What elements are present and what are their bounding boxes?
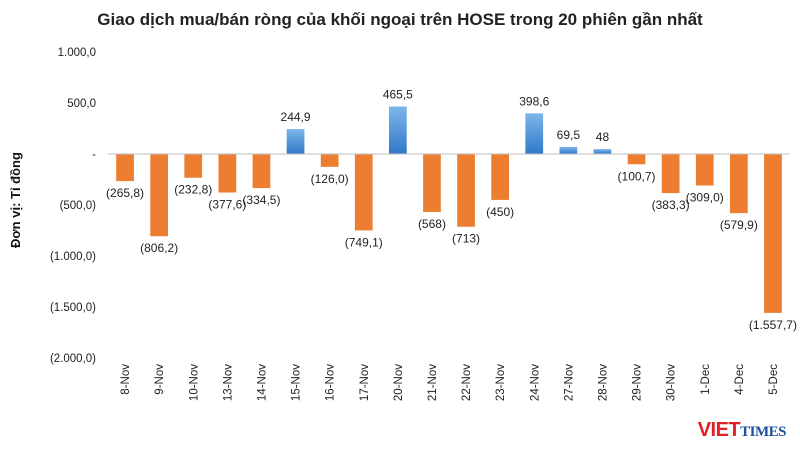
bar-22-Nov	[457, 154, 475, 227]
bar-9-Nov	[150, 154, 169, 237]
x-tick-label: 1-Dec	[700, 364, 712, 395]
data-label: (100,7)	[618, 169, 656, 183]
data-label: (377,6)	[208, 198, 246, 212]
x-tick-label: 15-Nov	[291, 364, 303, 401]
bar-17-Nov	[354, 154, 373, 231]
y-tick-label: (2.000,0)	[50, 353, 96, 365]
data-label: 244,9	[281, 110, 311, 124]
y-tick-label: 500,0	[67, 98, 96, 110]
bar-23-Nov	[491, 154, 510, 200]
bar-15-Nov	[286, 129, 305, 154]
data-label: (309,0)	[686, 191, 724, 205]
bar-24-Nov	[525, 113, 544, 154]
bar-10-Nov	[184, 154, 203, 178]
data-label: (749,1)	[345, 235, 383, 249]
data-label: 48	[596, 130, 610, 144]
bar-4-Dec	[729, 154, 748, 214]
x-tick-label: 14-Nov	[256, 364, 268, 401]
x-tick-label: 4-Dec	[734, 364, 746, 395]
data-label: (579,9)	[720, 218, 758, 232]
viettimes-logo: VIETTIMES	[697, 419, 787, 442]
x-tick-label: 8-Nov	[120, 364, 132, 395]
bar-8-Nov	[116, 154, 134, 182]
chart-title: Giao dịch mua/bán ròng của khối ngoại tr…	[97, 10, 703, 29]
x-tick-label: 29-Nov	[632, 364, 644, 401]
data-label: (232,8)	[174, 183, 212, 197]
data-label: (450)	[486, 205, 514, 219]
x-tick-label: 21-Nov	[427, 364, 439, 401]
y-tick-label: (1.000,0)	[50, 251, 96, 263]
x-tick-label: 5-Dec	[768, 364, 780, 395]
x-tick-label: 9-Nov	[154, 364, 166, 395]
x-tick-label: 30-Nov	[666, 364, 678, 401]
data-label: (126,0)	[311, 172, 349, 186]
x-tick-label: 20-Nov	[393, 364, 405, 401]
x-tick-label: 17-Nov	[359, 364, 371, 401]
data-label: (713)	[452, 232, 480, 246]
bar-30-Nov	[661, 154, 680, 194]
data-label: 398,6	[519, 94, 549, 108]
x-tick-label: 28-Nov	[597, 364, 609, 401]
data-label: (265,8)	[106, 186, 144, 200]
bar-20-Nov	[388, 106, 407, 154]
y-tick-label: 1.000,0	[58, 47, 96, 59]
bar-1-Dec	[695, 154, 714, 186]
bar-13-Nov	[218, 154, 237, 193]
y-tick-label: (1.500,0)	[50, 302, 96, 314]
y-tick-label: (500,0)	[60, 200, 97, 212]
data-label: (1.557,7)	[749, 318, 797, 332]
x-tick-label: 10-Nov	[188, 364, 200, 401]
data-label: 69,5	[557, 128, 581, 142]
data-label: (806,2)	[140, 241, 178, 255]
data-label: 465,5	[383, 88, 413, 102]
bar-5-Dec	[764, 154, 782, 313]
logo-part1: VIET	[697, 419, 741, 441]
x-tick-label: 24-Nov	[529, 364, 541, 401]
x-tick-label: 27-Nov	[563, 364, 575, 401]
x-tick-label: 22-Nov	[461, 364, 473, 401]
x-tick-label: 13-Nov	[222, 364, 234, 401]
data-label: (568)	[418, 217, 446, 231]
bar-28-Nov	[593, 149, 612, 154]
bar-27-Nov	[559, 146, 578, 154]
x-tick-label: 16-Nov	[325, 364, 337, 401]
data-label: (383,3)	[652, 198, 690, 212]
bar-21-Nov	[423, 154, 441, 212]
y-tick-label: -	[92, 149, 96, 161]
logo-part2: TIMES	[740, 424, 786, 440]
bar-29-Nov	[627, 154, 646, 165]
data-label: (334,5)	[242, 193, 280, 207]
bar-16-Nov	[320, 154, 339, 167]
x-tick-label: 23-Nov	[495, 364, 507, 401]
bar-14-Nov	[252, 154, 271, 189]
